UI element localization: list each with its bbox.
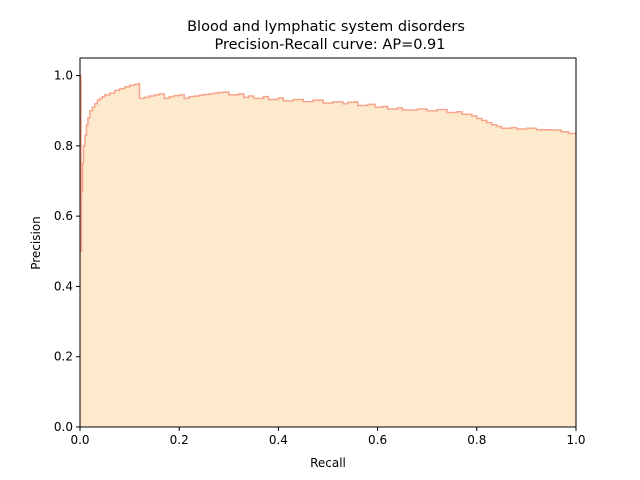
y-tick-label: 1.0 — [54, 69, 73, 83]
chart-title-line2: Precision-Recall curve: AP=0.91 — [214, 37, 445, 53]
y-tick-label: 0.6 — [54, 209, 73, 223]
y-axis-ticks: 0.0 0.2 0.4 0.6 0.8 1.0 — [54, 69, 80, 434]
x-tick-label: 1.0 — [566, 433, 585, 447]
pr-curve-fill — [80, 75, 576, 427]
x-tick-label: 0.6 — [368, 433, 387, 447]
y-axis-label: Precision — [29, 216, 43, 270]
chart-title-line1: Blood and lymphatic system disorders — [187, 19, 465, 35]
x-tick-label: 0.0 — [70, 433, 89, 447]
axes-frame — [79, 57, 577, 428]
y-tick-label: 0.2 — [54, 350, 73, 364]
pr-curve-line — [80, 74, 576, 253]
x-tick-label: 0.4 — [269, 433, 288, 447]
y-tick-label: 0.4 — [54, 279, 73, 293]
y-tick-label: 0.0 — [54, 420, 73, 434]
x-tick-label: 0.8 — [467, 433, 486, 447]
plot-area — [80, 74, 576, 427]
y-tick-label: 0.8 — [54, 139, 73, 153]
x-axis-label: Recall — [310, 456, 346, 470]
x-axis-ticks: 0.0 0.2 0.4 0.6 0.8 1.0 — [70, 427, 586, 447]
x-tick-label: 0.2 — [170, 433, 189, 447]
